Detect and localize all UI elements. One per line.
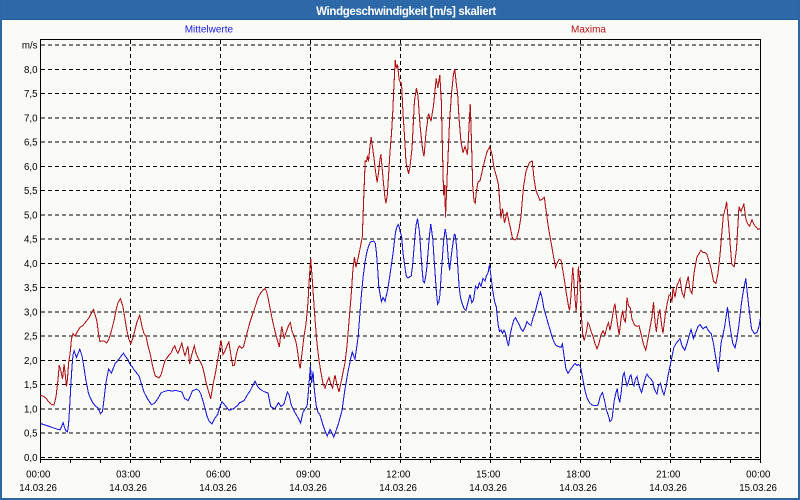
svg-text:15:00: 15:00 <box>476 469 501 480</box>
svg-text:1,5: 1,5 <box>24 380 37 391</box>
svg-text:14.03.26: 14.03.26 <box>469 483 507 494</box>
svg-text:8,0: 8,0 <box>24 65 38 76</box>
svg-text:21:00: 21:00 <box>656 469 681 480</box>
svg-text:06:00: 06:00 <box>206 469 231 480</box>
svg-text:03:00: 03:00 <box>116 469 141 480</box>
svg-text:2,5: 2,5 <box>24 332 37 343</box>
svg-text:6,5: 6,5 <box>24 138 37 149</box>
svg-text:2,0: 2,0 <box>24 356 38 367</box>
svg-text:7,0: 7,0 <box>24 113 38 124</box>
svg-text:14.03.26: 14.03.26 <box>199 483 237 494</box>
svg-text:1,0: 1,0 <box>24 405 38 416</box>
svg-text:3,0: 3,0 <box>24 307 38 318</box>
svg-text:12:00: 12:00 <box>386 469 411 480</box>
svg-text:5,5: 5,5 <box>24 186 37 197</box>
svg-text:7,5: 7,5 <box>24 89 37 100</box>
svg-text:09:00: 09:00 <box>296 469 321 480</box>
svg-text:14.03.26: 14.03.26 <box>289 483 327 494</box>
svg-text:14.03.26: 14.03.26 <box>109 483 147 494</box>
svg-text:Maxima: Maxima <box>571 25 606 36</box>
svg-text:0,0: 0,0 <box>24 453 38 464</box>
svg-text:14.03.26: 14.03.26 <box>559 483 597 494</box>
svg-text:14.03.26: 14.03.26 <box>649 483 687 494</box>
svg-text:4,0: 4,0 <box>24 259 38 270</box>
svg-text:3,5: 3,5 <box>24 283 37 294</box>
svg-text:5,0: 5,0 <box>24 210 38 221</box>
svg-text:4,5: 4,5 <box>24 235 37 246</box>
svg-text:00:00: 00:00 <box>746 469 771 480</box>
svg-text:Mittelwerte: Mittelwerte <box>185 25 234 36</box>
svg-text:m/s: m/s <box>22 41 38 52</box>
svg-text:14.03.26: 14.03.26 <box>379 483 417 494</box>
svg-text:6,0: 6,0 <box>24 162 38 173</box>
svg-text:0,5: 0,5 <box>24 429 37 440</box>
svg-text:00:00: 00:00 <box>26 469 51 480</box>
svg-text:14.03.26: 14.03.26 <box>19 483 57 494</box>
svg-text:15.03.26: 15.03.26 <box>739 483 777 494</box>
svg-text:18:00: 18:00 <box>566 469 591 480</box>
svg-text:Windgeschwindigkeit [m/s] skal: Windgeschwindigkeit [m/s] skaliert <box>316 6 496 18</box>
